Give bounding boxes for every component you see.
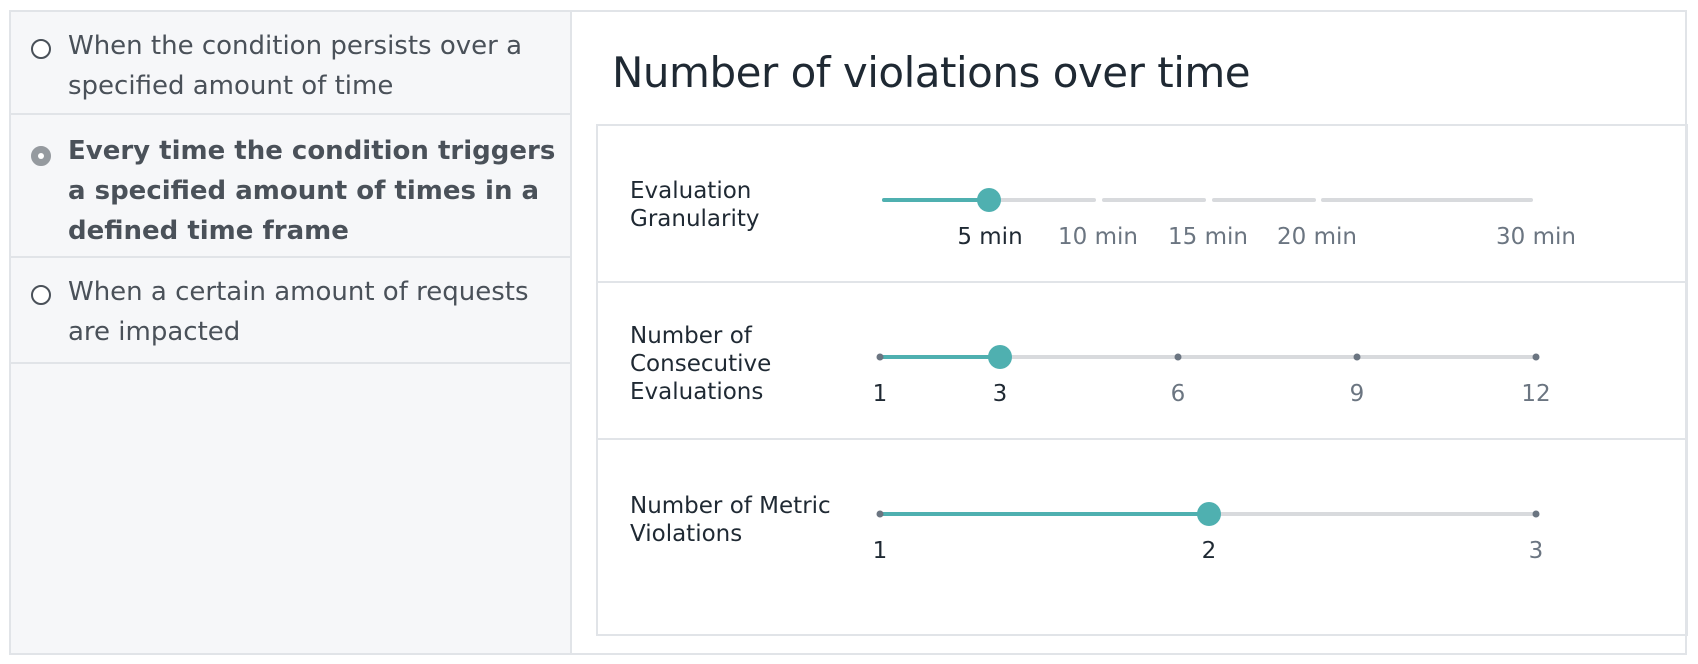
tick-label: 9 bbox=[1349, 381, 1365, 407]
tick-label: 10 min bbox=[1058, 224, 1138, 250]
option-label: Every time the condition triggers a spec… bbox=[68, 136, 556, 246]
slider-thumb[interactable] bbox=[988, 345, 1012, 369]
tick-label: 6 bbox=[1170, 381, 1186, 407]
slider-label: Number of Metric Violations bbox=[630, 493, 831, 547]
slider-label: Evaluation Granularity bbox=[630, 178, 760, 232]
option-requests[interactable]: When a certain amount of requests are im… bbox=[11, 258, 570, 364]
tick-label: 5 min bbox=[957, 224, 1023, 250]
slider-row-violations: Number of Metric Violations 1 2 3 bbox=[598, 440, 1686, 634]
sliders-panel: Evaluation Granularity 5 min 10 min 15 m… bbox=[596, 124, 1688, 636]
tick-label: 30 min bbox=[1496, 224, 1576, 250]
option-label: When the condition persists over a speci… bbox=[68, 31, 523, 101]
option-label: When a certain amount of requests are im… bbox=[68, 277, 529, 347]
radio-button[interactable] bbox=[31, 285, 51, 305]
tick-label: 3 bbox=[992, 381, 1008, 407]
tick-label: 1 bbox=[872, 381, 888, 407]
option-triggers[interactable]: Every time the condition triggers a spec… bbox=[11, 115, 570, 258]
option-persists[interactable]: When the condition persists over a speci… bbox=[11, 12, 570, 115]
tick-label: 1 bbox=[872, 538, 888, 564]
tick-label: 3 bbox=[1528, 538, 1544, 564]
page-title: Number of violations over time bbox=[612, 48, 1251, 97]
alert-condition-card: When the condition persists over a speci… bbox=[9, 10, 1688, 655]
tick-label: 12 bbox=[1521, 381, 1551, 407]
condition-options: When the condition persists over a speci… bbox=[11, 12, 572, 653]
slider-thumb[interactable] bbox=[1197, 502, 1221, 526]
radio-button-selected[interactable] bbox=[31, 146, 51, 166]
main-panel: Number of violations over time Evaluatio… bbox=[572, 12, 1688, 653]
slider-row-granularity: Evaluation Granularity 5 min 10 min 15 m… bbox=[598, 126, 1686, 283]
slider-label: Number of Consecutive Evaluations bbox=[630, 323, 772, 405]
tick-label: 20 min bbox=[1277, 224, 1357, 250]
tick-label: 2 bbox=[1201, 538, 1217, 564]
radio-button[interactable] bbox=[31, 39, 51, 59]
slider-thumb[interactable] bbox=[977, 188, 1001, 212]
tick-label: 15 min bbox=[1168, 224, 1248, 250]
slider-row-consecutive: Number of Consecutive Evaluations 1 3 6 … bbox=[598, 283, 1686, 440]
